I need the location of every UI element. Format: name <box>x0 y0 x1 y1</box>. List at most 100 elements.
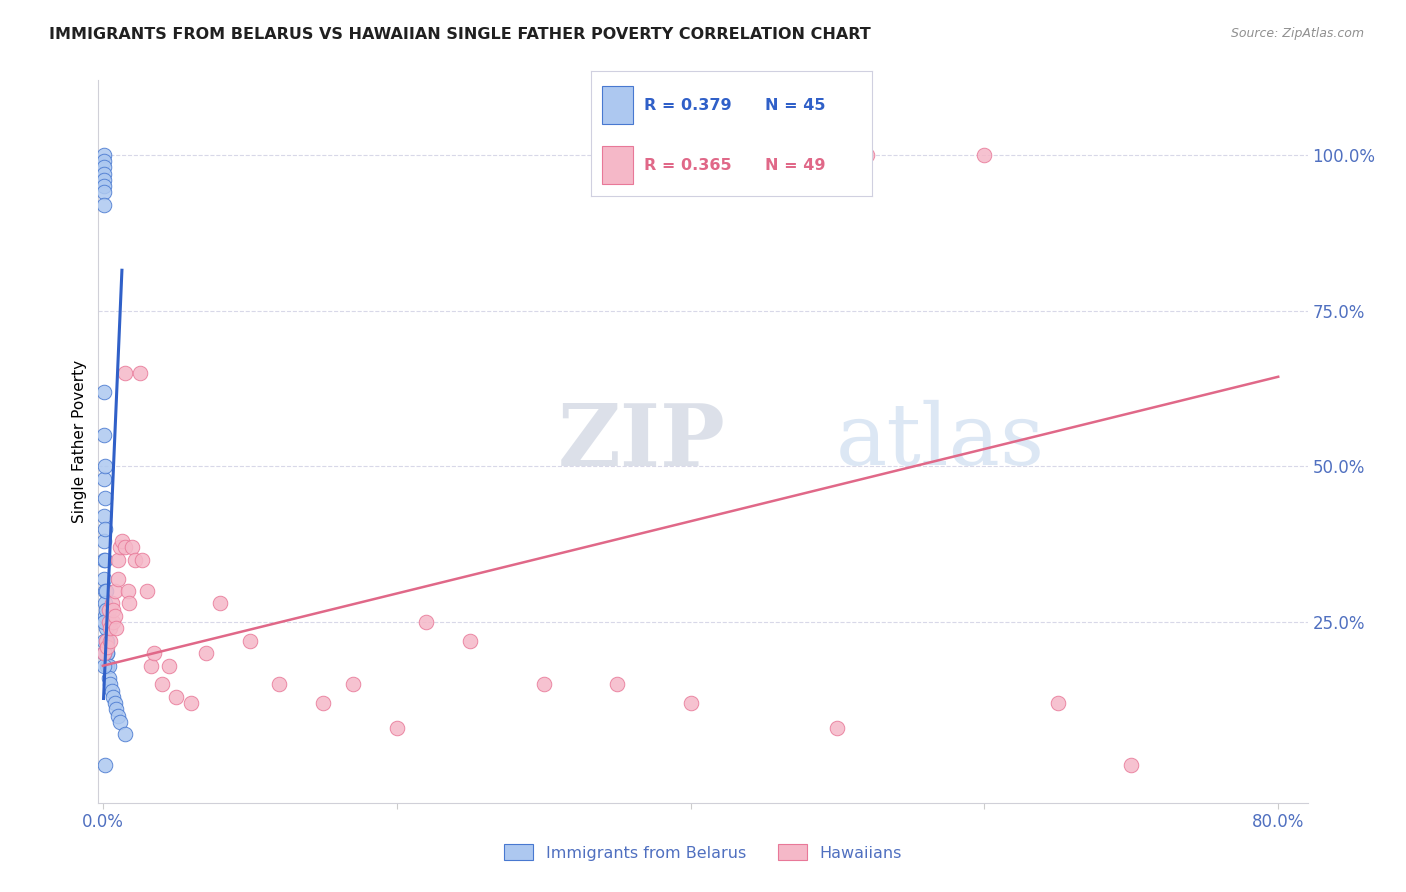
Point <box>93 186 115 200</box>
Point <box>93 584 115 599</box>
Point <box>93 646 115 660</box>
Point <box>342 677 364 691</box>
Point <box>141 658 163 673</box>
FancyBboxPatch shape <box>602 87 633 124</box>
Point <box>96 658 118 673</box>
Point <box>124 553 146 567</box>
Text: Source: ZipAtlas.com: Source: ZipAtlas.com <box>1230 27 1364 40</box>
FancyBboxPatch shape <box>602 146 633 184</box>
Point <box>606 677 628 691</box>
Point <box>118 597 141 611</box>
Point <box>110 541 132 555</box>
Point <box>101 690 124 704</box>
Point <box>93 646 115 660</box>
Point <box>97 658 120 673</box>
Point <box>101 615 124 630</box>
Point <box>180 696 202 710</box>
Legend: Immigrants from Belarus, Hawaiians: Immigrants from Belarus, Hawaiians <box>498 838 908 867</box>
Point <box>94 522 117 536</box>
Point <box>94 459 117 474</box>
Point <box>679 696 702 710</box>
Point <box>93 154 115 169</box>
Point <box>135 584 157 599</box>
Point <box>415 615 437 630</box>
Point <box>97 603 120 617</box>
Point <box>96 646 118 660</box>
Point <box>458 633 481 648</box>
Point <box>150 677 173 691</box>
Point <box>121 541 143 555</box>
Point <box>93 534 115 549</box>
Point <box>111 534 134 549</box>
Point <box>827 721 849 735</box>
Point <box>165 690 187 704</box>
Point <box>157 658 180 673</box>
Point <box>110 714 132 729</box>
Point <box>105 702 128 716</box>
Point <box>114 366 136 380</box>
Point <box>105 621 128 635</box>
Point <box>143 646 166 660</box>
Point <box>533 677 555 691</box>
Point <box>312 696 335 710</box>
Text: R = 0.379: R = 0.379 <box>644 97 731 112</box>
Point <box>114 541 136 555</box>
Point <box>103 696 125 710</box>
Point <box>93 658 115 673</box>
Point <box>100 683 122 698</box>
Point <box>94 633 117 648</box>
Point <box>93 553 115 567</box>
Point <box>96 646 118 660</box>
Point <box>209 597 232 611</box>
Point <box>98 621 121 635</box>
Point <box>93 615 115 630</box>
Text: N = 49: N = 49 <box>765 158 825 172</box>
Text: atlas: atlas <box>837 400 1045 483</box>
Point <box>93 198 115 212</box>
Point <box>128 366 150 380</box>
Point <box>94 603 117 617</box>
Point <box>94 633 117 648</box>
Point <box>93 179 115 194</box>
Point <box>93 167 115 181</box>
Text: N = 45: N = 45 <box>765 97 825 112</box>
Point <box>100 597 122 611</box>
Point <box>93 173 115 187</box>
Point <box>93 572 115 586</box>
Point <box>97 615 120 630</box>
Point <box>93 161 115 175</box>
Point <box>94 491 117 505</box>
Point <box>93 472 115 486</box>
Point <box>93 509 115 524</box>
Point <box>94 584 117 599</box>
Text: IMMIGRANTS FROM BELARUS VS HAWAIIAN SINGLE FATHER POVERTY CORRELATION CHART: IMMIGRANTS FROM BELARUS VS HAWAIIAN SING… <box>49 27 870 42</box>
Point <box>103 609 125 624</box>
Text: R = 0.365: R = 0.365 <box>644 158 731 172</box>
Point <box>114 727 136 741</box>
Point <box>117 584 139 599</box>
Point <box>94 621 117 635</box>
Point <box>107 553 129 567</box>
Point <box>1046 696 1069 710</box>
Point <box>973 148 995 162</box>
Point <box>131 553 153 567</box>
Y-axis label: Single Father Poverty: Single Father Poverty <box>72 360 87 523</box>
Point <box>385 721 408 735</box>
Point <box>93 633 115 648</box>
Point <box>93 609 115 624</box>
Point <box>96 640 118 654</box>
Point <box>107 708 129 723</box>
Point <box>101 603 124 617</box>
Point <box>1121 758 1143 772</box>
Point <box>98 677 121 691</box>
Point <box>239 633 262 648</box>
Point <box>856 148 879 162</box>
Point <box>93 148 115 162</box>
Point <box>96 633 118 648</box>
Point <box>269 677 291 691</box>
Point <box>97 671 120 685</box>
Point <box>98 633 121 648</box>
Point <box>194 646 217 660</box>
Point <box>93 597 115 611</box>
Point <box>93 428 115 442</box>
